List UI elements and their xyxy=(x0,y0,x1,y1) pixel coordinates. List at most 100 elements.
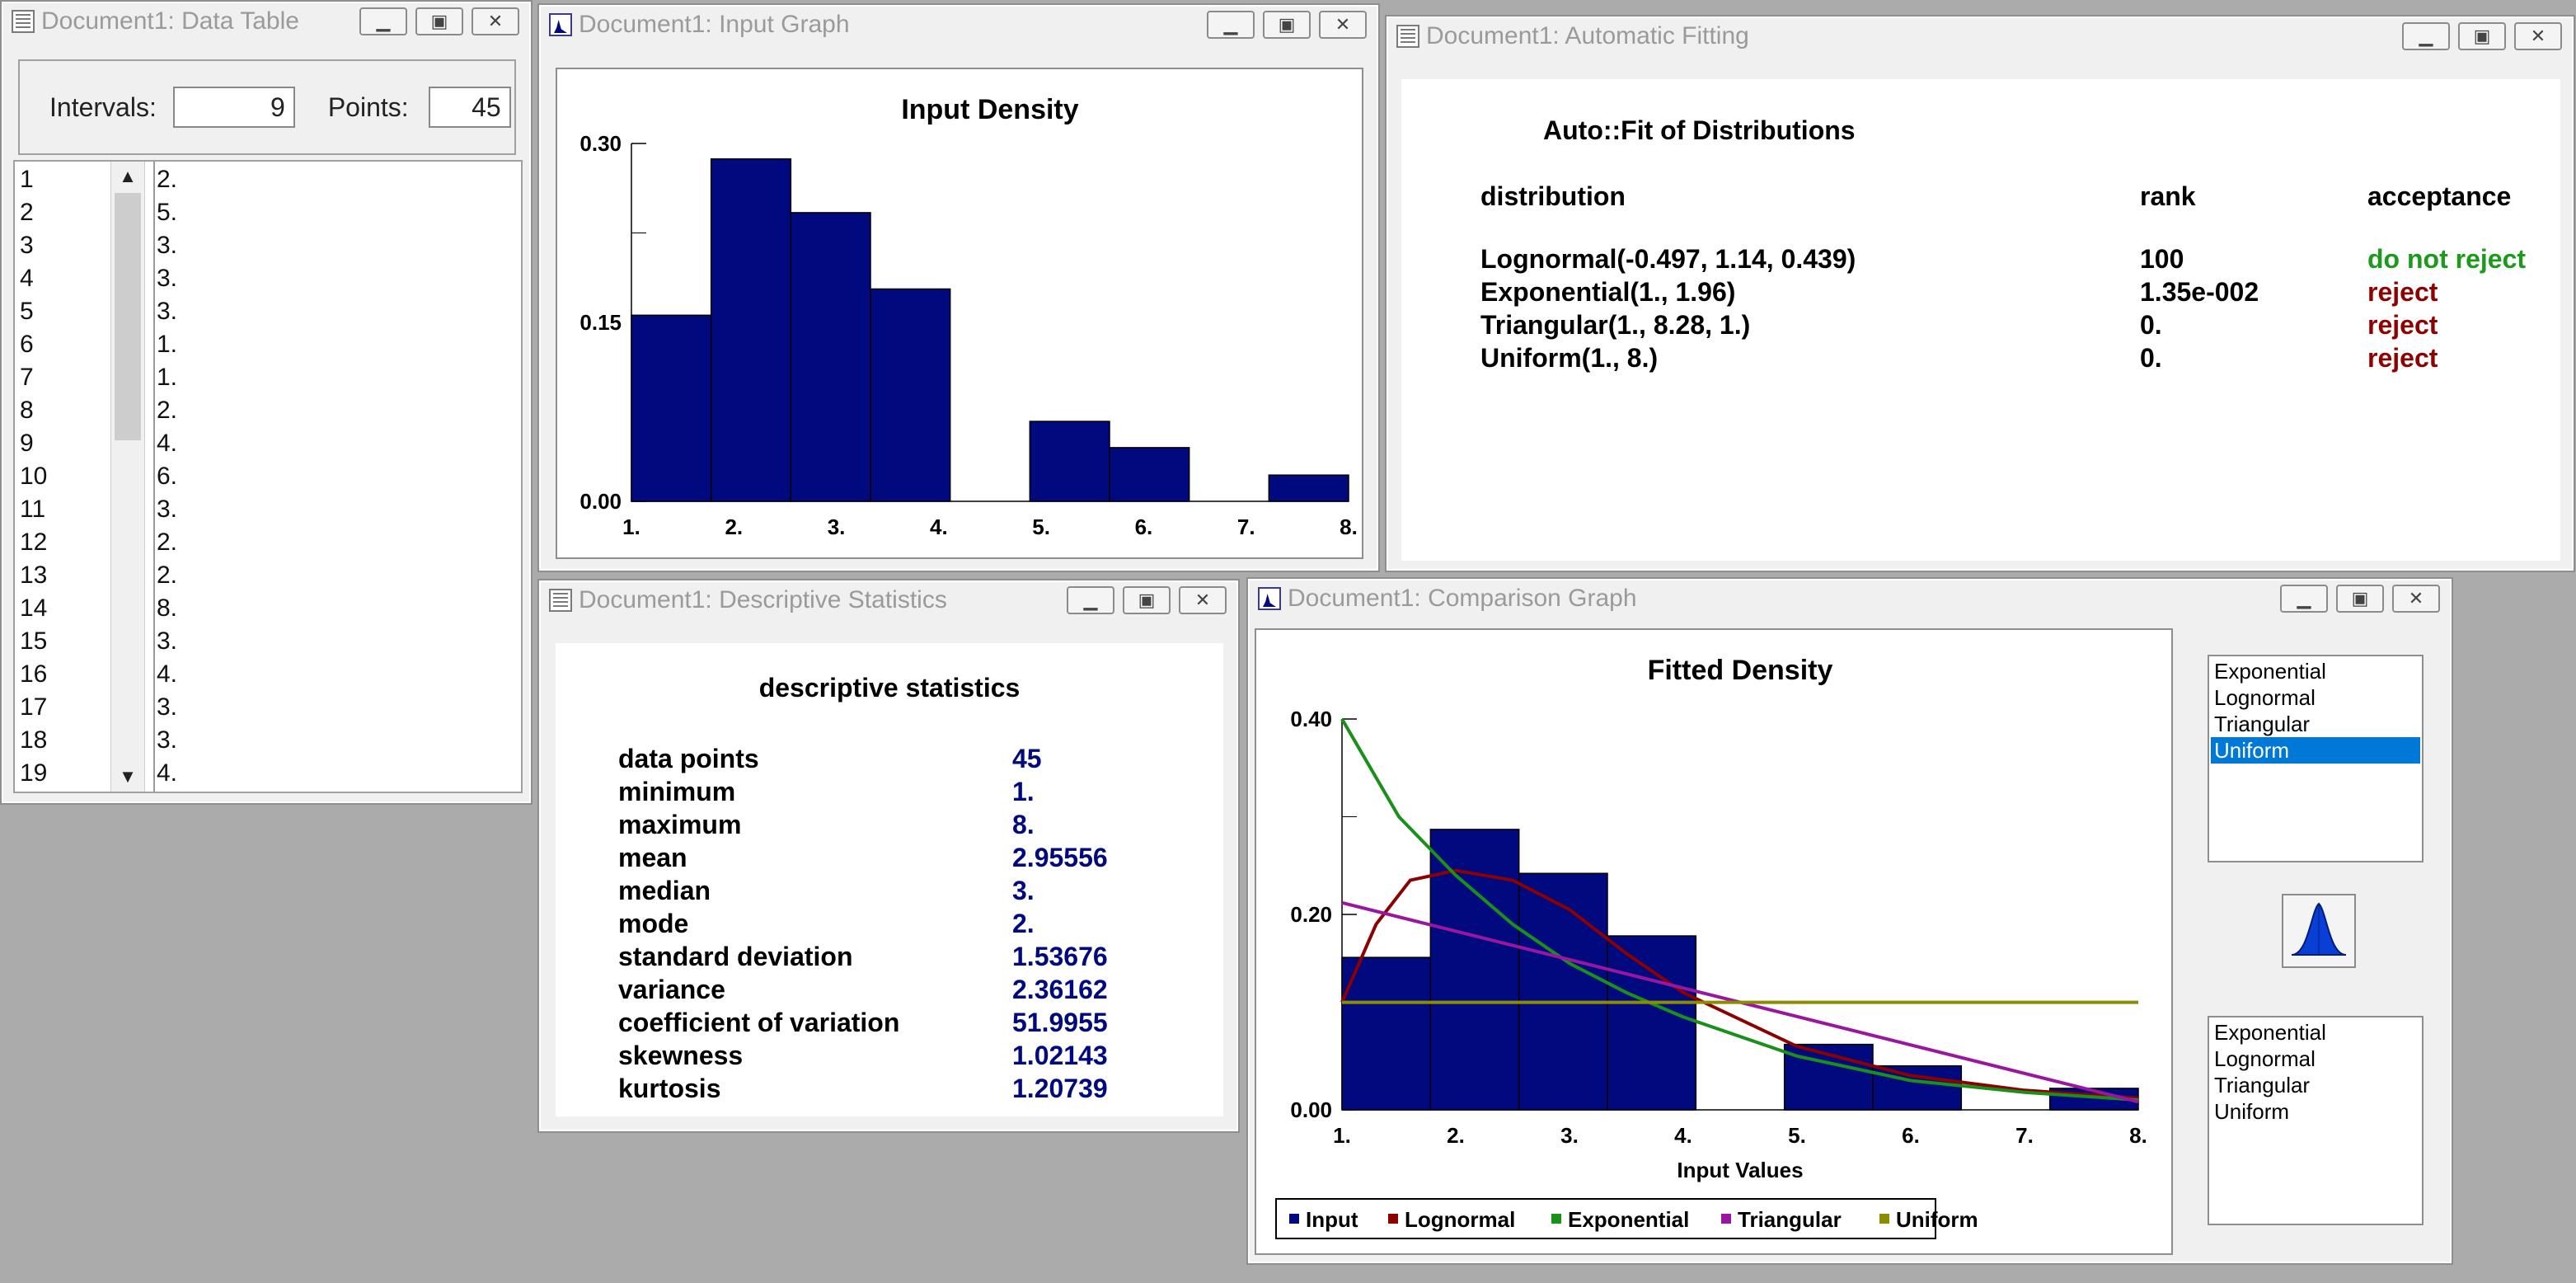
data-cell[interactable]: 2. xyxy=(157,397,178,424)
data-cell[interactable]: 5. xyxy=(157,199,178,226)
minimize-icon: ▁ xyxy=(2419,26,2433,46)
input-graph-titlebar[interactable]: Document1: Input Graph ▁ ▣ ✕ xyxy=(542,8,1375,41)
y-tick-label: 0.00 xyxy=(1290,1097,1332,1122)
minimize-button[interactable]: ▁ xyxy=(359,7,407,35)
row-number: 1 xyxy=(20,166,34,193)
fit-rank: 100 xyxy=(2140,244,2184,274)
fit-results: Lognormal(-0.497, 1.14, 0.439) 100 do not … xyxy=(1480,242,2552,374)
maximize-button[interactable]: ▣ xyxy=(2458,22,2506,50)
descriptive-statistics-window: Document1: Descriptive Statistics ▁ ▣ ✕ … xyxy=(537,579,1240,1133)
x-tick-label: 8. xyxy=(1340,515,1358,539)
x-tick-label: 1. xyxy=(1333,1123,1351,1148)
histogram-bar xyxy=(1029,421,1110,502)
maximize-button[interactable]: ▣ xyxy=(2336,585,2384,613)
window-title: Document1: Data Table xyxy=(41,7,299,35)
window-title: Document1: Comparison Graph xyxy=(1288,585,1637,612)
row-number: 19 xyxy=(20,759,48,787)
stats-heading: descriptive statistics xyxy=(758,673,1021,703)
x-tick-label: 3. xyxy=(828,515,846,539)
data-cell[interactable]: 4. xyxy=(157,759,178,787)
descriptive-statistics-titlebar[interactable]: Document1: Descriptive Statistics ▁ ▣ ✕ xyxy=(542,584,1235,617)
x-tick-label: 1. xyxy=(622,515,640,539)
data-cell[interactable]: 2. xyxy=(157,562,178,589)
scroll-thumb[interactable] xyxy=(115,193,141,440)
scroll-down-button[interactable]: ▼ xyxy=(111,762,144,792)
y-tick-label: 0.00 xyxy=(579,489,622,514)
stat-row: mode 2. xyxy=(618,907,1195,940)
x-tick-label: 5. xyxy=(1788,1123,1806,1148)
points-input[interactable]: 45 xyxy=(428,87,511,128)
data-cell[interactable]: 3. xyxy=(157,496,178,523)
close-icon: ✕ xyxy=(2530,26,2546,46)
comparison-graph-titlebar[interactable]: Document1: Comparison Graph ▁ ▣ ✕ xyxy=(1251,582,2448,615)
stat-label: standard deviation xyxy=(618,942,853,971)
stat-value: 8. xyxy=(1012,810,1035,839)
minimize-button[interactable]: ▁ xyxy=(1207,11,1255,39)
data-cell[interactable]: 3. xyxy=(157,627,178,655)
distribution-selector-panel: Exponential Lognormal Triangular Uniform Ex… xyxy=(2176,628,2445,1255)
maximize-button[interactable]: ▣ xyxy=(1263,11,1311,39)
vertical-scrollbar[interactable]: ▲ ▼ xyxy=(110,162,145,792)
automatic-fitting-panel: Auto::Fit of Distributions distribution … xyxy=(1401,79,2560,561)
list-item[interactable]: Lognormal xyxy=(2214,685,2316,710)
data-cell[interactable]: 8. xyxy=(157,595,178,622)
list-item[interactable]: Exponential xyxy=(2214,659,2326,684)
legend-swatch xyxy=(1388,1214,1398,1224)
data-table-grid[interactable]: 1 2 3 4 5 6 7 8 9 10 11 12 13 14 15 16 17 18 19 ▲ ▼ 2. 5. 3.… xyxy=(13,160,523,793)
data-cell[interactable]: 3. xyxy=(157,693,178,721)
input-graph-window: Document1: Input Graph ▁ ▣ ✕ Input Densi… xyxy=(537,3,1380,572)
close-button[interactable]: ✕ xyxy=(1179,586,1227,614)
show-density-button[interactable] xyxy=(2282,894,2356,968)
report-icon xyxy=(549,589,572,612)
intervals-input[interactable]: 9 xyxy=(172,87,295,128)
list-item[interactable]: Uniform xyxy=(2211,737,2420,764)
available-distribution-list[interactable]: Exponential Lognormal Triangular Uniform xyxy=(2208,1016,2424,1225)
scroll-up-button[interactable]: ▲ xyxy=(111,162,144,191)
data-cell[interactable]: 3. xyxy=(157,232,178,259)
minimize-button[interactable]: ▁ xyxy=(2402,22,2450,50)
close-icon: ✕ xyxy=(1335,14,1351,35)
list-item[interactable]: Triangular xyxy=(2214,1073,2311,1097)
data-cell[interactable]: 3. xyxy=(157,265,178,292)
data-cell[interactable]: 3. xyxy=(157,298,178,325)
maximize-button[interactable]: ▣ xyxy=(1123,586,1171,614)
close-button[interactable]: ✕ xyxy=(1319,11,1367,39)
stats-list: data points 45 minimum 1. maximum 8. mean 2.955… xyxy=(618,742,1195,1105)
stat-row: variance 2.36162 xyxy=(618,973,1195,1006)
list-item[interactable]: Exponential xyxy=(2214,1020,2326,1045)
x-tick-label: 2. xyxy=(725,515,743,539)
graph-icon xyxy=(549,13,572,36)
list-item[interactable]: Triangular xyxy=(2214,712,2311,736)
close-button[interactable]: ✕ xyxy=(2392,585,2440,613)
data-cell[interactable]: 1. xyxy=(157,364,178,391)
minimize-button[interactable]: ▁ xyxy=(2280,585,2328,613)
histogram-bar xyxy=(1872,1064,1963,1111)
x-tick-label: 6. xyxy=(1902,1123,1920,1148)
data-cell[interactable]: 4. xyxy=(157,430,178,457)
list-item[interactable]: Lognormal xyxy=(2214,1046,2316,1071)
stat-label: median xyxy=(618,876,711,905)
close-button[interactable]: ✕ xyxy=(472,7,519,35)
stat-row: standard deviation 1.53676 xyxy=(618,940,1195,973)
minimize-button[interactable]: ▁ xyxy=(1067,586,1114,614)
data-cell[interactable]: 3. xyxy=(157,726,178,754)
input-graph-panel: Input Density 0.00 0.15 0.30 1. 2. 3. 4. 5. 6. 7. 8… xyxy=(556,68,1363,559)
data-cell[interactable]: 2. xyxy=(157,529,178,556)
close-button[interactable]: ✕ xyxy=(2514,22,2562,50)
stat-value: 45 xyxy=(1012,744,1042,773)
data-cell[interactable]: 6. xyxy=(157,463,178,490)
stat-value: 3. xyxy=(1012,876,1035,905)
list-item[interactable]: Uniform xyxy=(2214,1099,2290,1124)
close-icon: ✕ xyxy=(487,11,504,31)
data-cell[interactable]: 4. xyxy=(157,660,178,688)
data-cell[interactable]: 1. xyxy=(157,331,178,358)
stat-row: median 3. xyxy=(618,874,1195,907)
automatic-fitting-titlebar[interactable]: Document1: Automatic Fitting ▁ ▣ ✕ xyxy=(1390,20,2570,53)
fitted-distribution-list[interactable]: Exponential Lognormal Triangular Uniform xyxy=(2208,655,2424,862)
fit-row: Exponential(1., 1.96) 1.35e-002 reject xyxy=(1480,275,2552,308)
intervals-label: Intervals: xyxy=(49,92,157,122)
row-number: 16 xyxy=(20,660,48,688)
data-cell[interactable]: 2. xyxy=(157,166,178,193)
maximize-button[interactable]: ▣ xyxy=(415,7,463,35)
data-table-titlebar[interactable]: Document1: Data Table ▁ ▣ ✕ xyxy=(5,5,528,38)
